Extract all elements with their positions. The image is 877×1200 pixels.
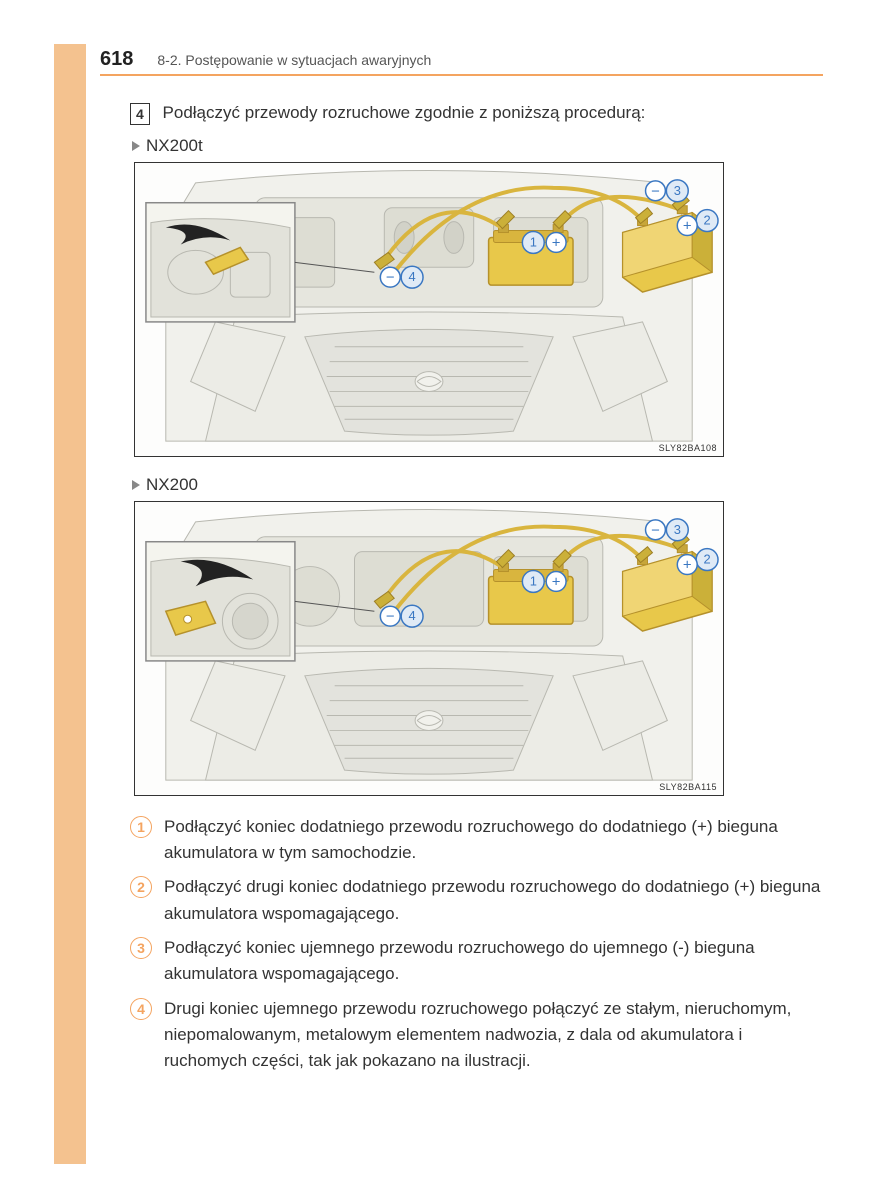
minus-sign-4b: − [386,609,395,625]
page-header: 618 8-2. Postępowanie w sytuacjach awary… [100,48,823,76]
page-content: 4 Podłączyć przewody rozruchowe zgodnie … [130,100,830,1083]
callout-3: 3 [674,182,681,197]
plus-sign-2b: + [683,557,692,573]
callout-1b: 1 [530,573,537,588]
callout-2: 2 [704,212,711,227]
legend-item: 3 Podłączyć koniec ujemnego przewodu roz… [130,935,830,988]
plus-sign-1b: + [552,574,561,590]
legend-text-2: Podłączyć drugi koniec dodatniego przewo… [164,874,830,927]
callout-2b: 2 [704,551,711,566]
minus-sign-4: − [386,270,395,286]
callout-4: 4 [409,269,416,284]
callout-1: 1 [530,234,537,249]
model-name-2: NX200 [146,475,198,494]
legend-item: 1 Podłączyć koniec dodatniego przewodu r… [130,814,830,867]
plus-sign-1: + [552,235,561,251]
minus-sign-3: − [651,183,660,199]
legend-list: 1 Podłączyć koniec dodatniego przewodu r… [130,814,830,1075]
engine-diagram-1: 1 + 2 + 3 − 4 − SLY82BA108 [134,162,724,457]
triangle-icon [132,141,140,151]
page-number: 618 [100,48,133,71]
diagram-svg-1: 1 + 2 + 3 − 4 − [135,163,723,456]
minus-sign-3b: − [651,522,660,538]
callout-3b: 3 [674,521,681,536]
legend-text-1: Podłączyć koniec dodatniego przewodu roz… [164,814,830,867]
diagram-svg-2: 1 + 2 + 3 − 4 − [135,502,723,795]
legend-num-1: 1 [130,816,152,838]
diagram-code-2: SLY82BA115 [659,782,717,792]
callout-4b: 4 [409,608,416,623]
triangle-icon [132,480,140,490]
side-accent-bar [54,44,86,1164]
step-text: Podłączyć przewody rozruchowe zgodnie z … [163,103,646,122]
section-title: 8-2. Postępowanie w sytuacjach awaryjnyc… [157,52,431,68]
legend-num-3: 3 [130,937,152,959]
step-number-box: 4 [130,103,150,125]
diagram-code-1: SLY82BA108 [659,443,717,453]
model-label-1: NX200t [132,136,830,156]
legend-num-4: 4 [130,998,152,1020]
legend-item: 2 Podłączyć drugi koniec dodatniego prze… [130,874,830,927]
legend-text-3: Podłączyć koniec ujemnego przewodu rozru… [164,935,830,988]
model-label-2: NX200 [132,475,830,495]
plus-sign-2: + [683,218,692,234]
legend-num-2: 2 [130,876,152,898]
legend-text-4: Drugi koniec ujemnego przewodu rozruchow… [164,996,830,1075]
step-line: 4 Podłączyć przewody rozruchowe zgodnie … [130,100,830,126]
engine-diagram-2: 1 + 2 + 3 − 4 − SLY82BA115 [134,501,724,796]
legend-item: 4 Drugi koniec ujemnego przewodu rozruch… [130,996,830,1075]
model-name-1: NX200t [146,136,203,155]
